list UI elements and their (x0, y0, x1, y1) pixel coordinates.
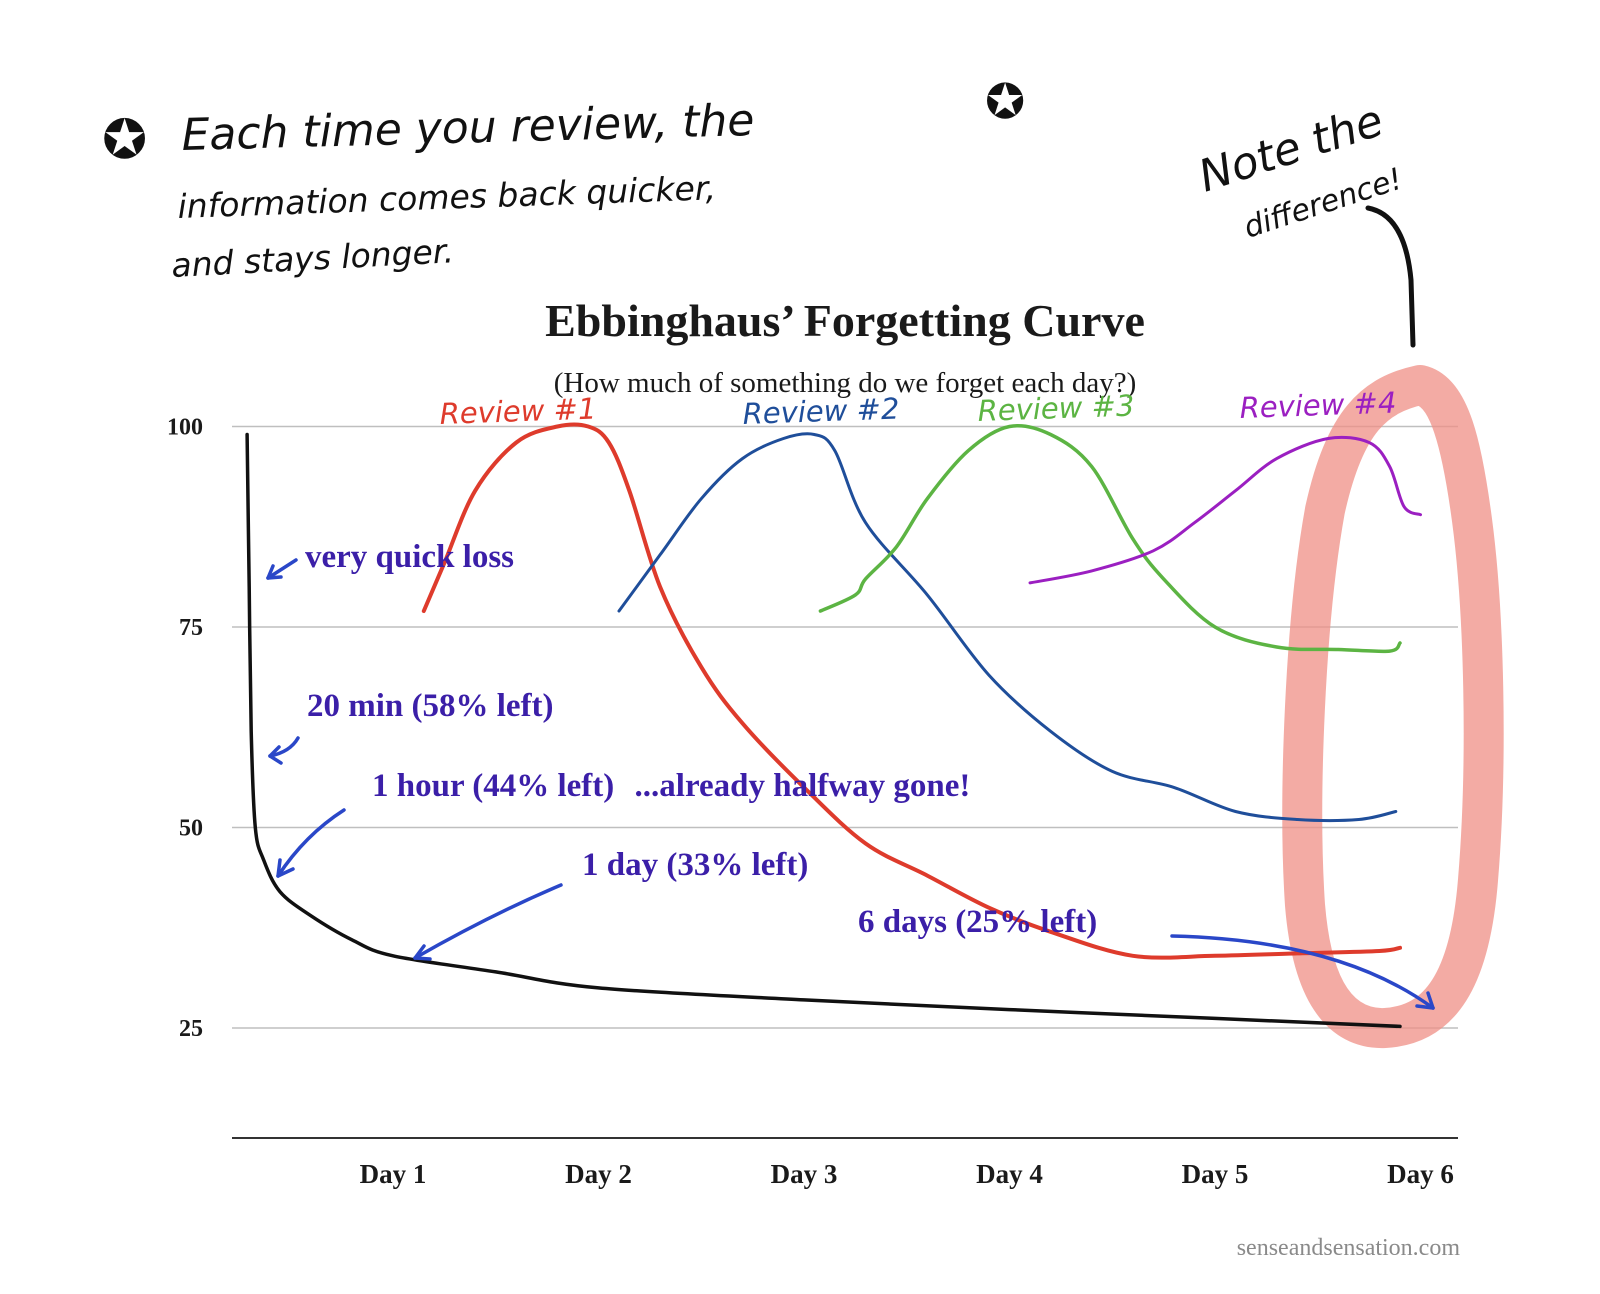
review-label-1: Review #1 (439, 392, 597, 431)
x-tick-label: Day 3 (771, 1159, 838, 1189)
one-day-label: 1 day (33% left) (582, 847, 808, 883)
series-line-review-1 (421, 422, 1402, 960)
review-label-4: Review #4 (1239, 386, 1397, 425)
arrow-very-quick-loss (266, 558, 298, 580)
highlight-oval (1282, 365, 1504, 1049)
one-hour-label: 1 hour (44% left) ...already halfway gon… (372, 768, 970, 804)
y-tick-label: 75 (179, 615, 203, 641)
y-tick-label: 100 (167, 415, 203, 441)
series-line-review-4 (1028, 435, 1422, 585)
x-tick-label: Day 5 (1182, 1159, 1249, 1189)
series-line-review-2 (617, 432, 1398, 822)
review-label-2: Review #2 (742, 392, 900, 431)
chart-subtitle: (How much of something do we forget each… (554, 367, 1137, 399)
y-axis-ticks: 100 75 50 25 (167, 415, 203, 1043)
arrow-twenty-min-head (268, 745, 283, 765)
review-labels: Review #1 Review #2 Review #3 Review #4 (439, 386, 1397, 431)
series-layer (245, 422, 1422, 1029)
x-tick-label: Day 2 (565, 1159, 632, 1189)
arrow-one-hour (276, 808, 346, 878)
x-axis-ticks: Day 1 Day 2 Day 3 Day 4 Day 5 Day 6 (360, 1159, 1454, 1189)
six-days-label: 6 days (25% left) (858, 904, 1097, 940)
star-icon: ✪ (985, 74, 1025, 130)
note-line-3: and stays longer. (170, 231, 454, 285)
handwritten-note: ✪ Each time you review, the ✪ informatio… (102, 74, 1025, 285)
very-quick-loss-label: very quick loss (305, 539, 514, 575)
x-tick-label: Day 4 (976, 1159, 1043, 1189)
note-line-2: information comes back quicker, (177, 168, 717, 226)
side-note: Note the difference! (1193, 95, 1416, 348)
series-line-forgetting-curve (245, 432, 1402, 1029)
twenty-min-label: 20 min (58% left) (307, 688, 554, 724)
gridlines (232, 425, 1458, 1029)
y-tick-label: 25 (179, 1016, 203, 1042)
arrow-very-quick-loss-head (266, 564, 283, 580)
arrow-one-day (413, 883, 563, 960)
side-note-pointer (1365, 205, 1416, 348)
arrow-six-days (1170, 934, 1435, 1010)
star-icon: ✪ (102, 108, 147, 171)
review-label-3: Review #3 (977, 389, 1135, 428)
arrow-one-day-head (413, 944, 432, 961)
note-line-1: Each time you review, the (181, 95, 755, 161)
chart-title: Ebbinghaus’ Forgetting Curve (545, 295, 1145, 346)
x-tick-label: Day 1 (360, 1159, 427, 1189)
annotations: very quick loss 20 min (58% left) 1 hour… (266, 539, 1435, 1010)
arrow-one-hour-head (276, 858, 295, 878)
y-tick-label: 50 (179, 816, 203, 842)
one-hour-extra: ...already halfway gone! (635, 768, 971, 804)
source-credit: senseandsensation.com (1237, 1235, 1461, 1261)
arrow-six-days-head (1415, 991, 1435, 1010)
one-hour-main: 1 hour (44% left) (372, 768, 614, 804)
x-tick-label: Day 6 (1387, 1159, 1454, 1189)
series-line-review-3 (818, 423, 1402, 654)
